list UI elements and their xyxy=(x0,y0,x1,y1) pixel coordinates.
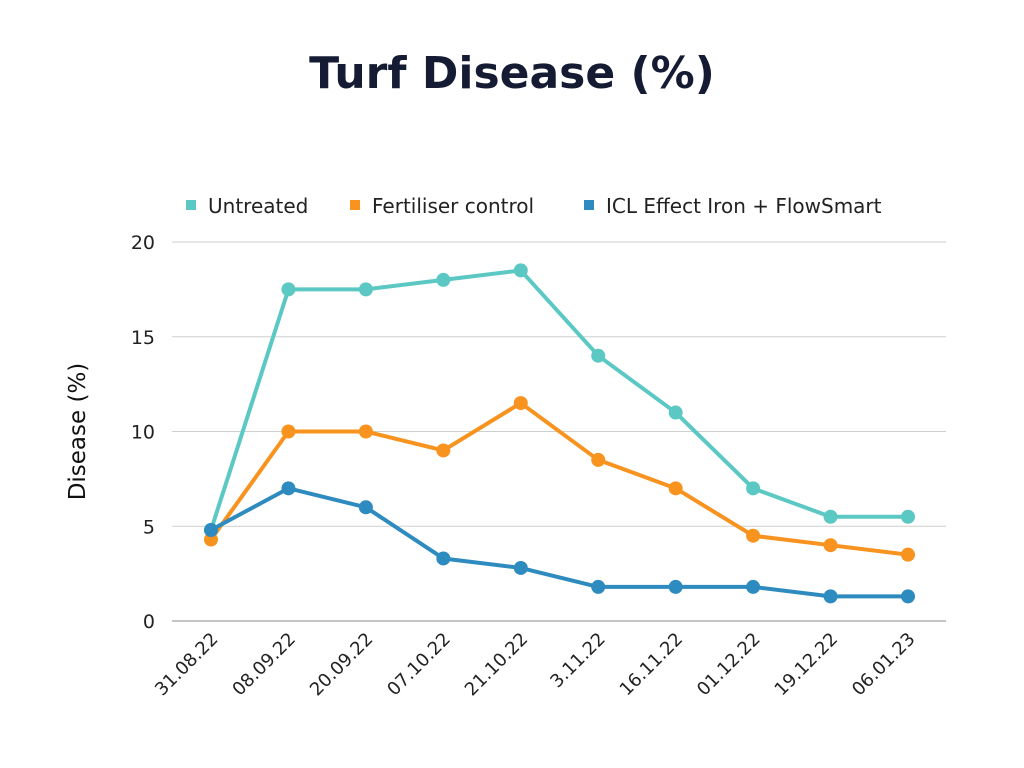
y-axis-label: Disease (%) xyxy=(65,363,91,501)
y-tick-label: 5 xyxy=(143,516,155,538)
y-tick-label: 20 xyxy=(131,232,155,254)
data-point xyxy=(668,481,683,496)
x-tick-label: 01.12.22 xyxy=(693,629,765,701)
data-point xyxy=(668,579,683,594)
x-tick-label: 06.01.23 xyxy=(848,629,920,701)
data-point xyxy=(823,538,838,553)
x-tick-label: 07.10.22 xyxy=(383,629,455,701)
data-point xyxy=(823,589,838,604)
series-line xyxy=(209,401,909,557)
legend-label: ICL Effect Iron + FlowSmart xyxy=(606,194,882,218)
data-point xyxy=(513,263,528,278)
series-line xyxy=(210,486,908,599)
y-tick-label: 0 xyxy=(143,611,155,633)
data-point xyxy=(823,509,838,524)
data-point xyxy=(358,500,373,515)
data-point xyxy=(746,481,761,496)
series-line xyxy=(209,268,908,531)
data-point xyxy=(204,523,218,538)
data-point xyxy=(901,547,915,562)
data-point xyxy=(668,405,683,420)
x-tick-label: 19.12.22 xyxy=(771,629,843,701)
x-tick-label: 08.09.22 xyxy=(228,629,300,701)
x-tick-label: 31.08.22 xyxy=(151,629,223,701)
x-tick-label: 3.11.22 xyxy=(546,629,609,692)
legend-swatch xyxy=(186,200,196,210)
data-point xyxy=(513,396,528,411)
legend-swatch xyxy=(350,200,360,210)
legend-swatch xyxy=(584,200,594,210)
data-point xyxy=(436,272,451,287)
chart-title: Turf Disease (%) xyxy=(309,48,715,99)
legend-label: Untreated xyxy=(208,194,308,218)
data-point xyxy=(281,481,296,496)
data-point xyxy=(746,528,761,543)
data-point xyxy=(591,579,606,594)
data-point xyxy=(436,551,451,566)
data-point xyxy=(513,560,528,575)
data-point xyxy=(591,452,606,467)
legend-label: Fertiliser control xyxy=(372,194,534,218)
data-point xyxy=(358,282,373,297)
data-point xyxy=(591,348,606,363)
data-point xyxy=(901,589,915,604)
data-point xyxy=(746,579,761,594)
y-tick-label: 10 xyxy=(131,422,155,444)
x-tick-label: 20.09.22 xyxy=(306,629,378,701)
x-tick-label: 16.11.22 xyxy=(616,629,688,701)
data-point xyxy=(901,509,915,524)
data-point xyxy=(358,424,373,439)
x-tick-label: 21.10.22 xyxy=(461,629,533,701)
data-point xyxy=(281,282,296,297)
data-point xyxy=(281,424,296,439)
y-tick-label: 15 xyxy=(131,327,155,349)
data-point xyxy=(436,443,451,458)
